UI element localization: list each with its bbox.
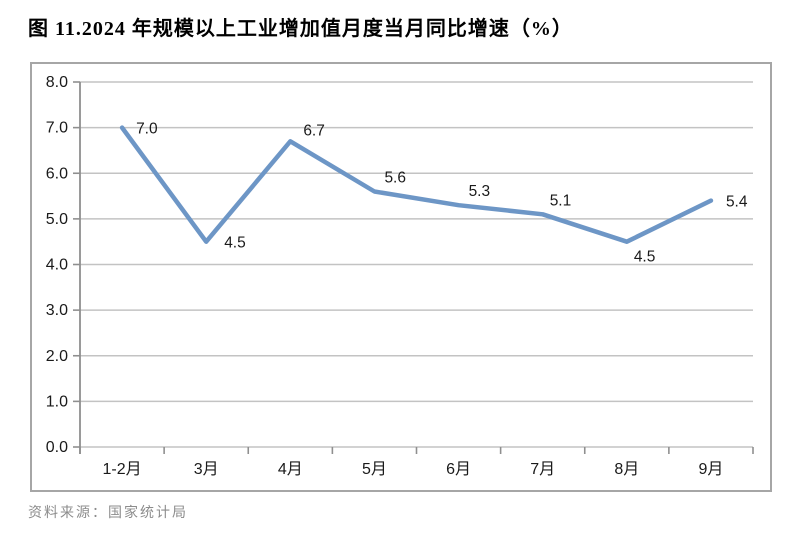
- line-chart: 0.0 1.0 2.0 3.0 4.0 5.0 6.0 7.0 8.0 1-2月 3月 4月 5月 6月 7…: [46, 74, 754, 478]
- chart-title: 图 11.2024 年规模以上工业增加值月度当月同比增速（%）: [28, 18, 573, 40]
- x-tick-label: 5月: [362, 461, 387, 478]
- chart-frame: 0.0 1.0 2.0 3.0 4.0 5.0 6.0 7.0 8.0 1-2月 3月 4月 5月 6月 7…: [30, 62, 772, 492]
- y-tick-label: 1.0: [46, 393, 68, 410]
- data-label: 5.1: [550, 192, 572, 209]
- data-label: 5.4: [726, 194, 748, 211]
- data-label: 6.7: [303, 122, 325, 139]
- source-note: 资料来源：国家统计局: [28, 506, 188, 521]
- x-tick-label: 9月: [698, 461, 723, 478]
- data-label: 7.0: [136, 121, 158, 138]
- data-label: 5.6: [384, 170, 406, 187]
- y-tick-label: 6.0: [46, 165, 68, 182]
- y-tick-label: 3.0: [46, 302, 68, 319]
- x-tick-label: 4月: [278, 461, 303, 478]
- data-label: 4.5: [224, 235, 246, 252]
- x-tick-label: 7月: [530, 461, 555, 478]
- x-tick-label: 1-2月: [102, 461, 141, 478]
- series-line: [119, 125, 714, 244]
- y-tick-label: 8.0: [46, 74, 68, 91]
- data-label: 5.3: [469, 183, 491, 200]
- x-tick-label: 3月: [194, 461, 219, 478]
- x-tick-label: 6月: [446, 461, 471, 478]
- x-tick-label: 8月: [614, 461, 639, 478]
- y-tick-label: 5.0: [46, 211, 68, 228]
- y-tick-label: 0.0: [46, 439, 68, 456]
- y-tick-label: 7.0: [46, 120, 68, 137]
- y-tick-label: 2.0: [46, 348, 68, 365]
- y-tick-label: 4.0: [46, 257, 68, 274]
- data-label: 4.5: [634, 249, 656, 266]
